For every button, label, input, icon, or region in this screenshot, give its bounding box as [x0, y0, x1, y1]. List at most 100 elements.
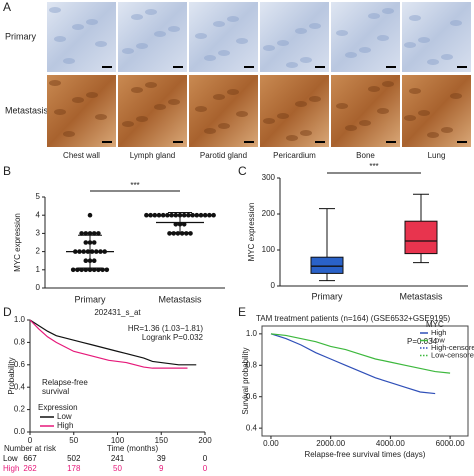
- tissue-texture: [236, 111, 248, 117]
- panel-label: B: [3, 164, 11, 178]
- row-label: Metastasis: [5, 105, 49, 115]
- y-tick-label: 0.8: [14, 338, 26, 347]
- data-point: [91, 231, 97, 236]
- data-point: [79, 231, 84, 236]
- y-tick-label: 0.4: [14, 382, 26, 391]
- data-point: [91, 258, 97, 264]
- risk-row-name: Low: [3, 454, 18, 463]
- tissue-texture: [168, 26, 180, 32]
- risk-count: 0: [203, 464, 208, 473]
- risk-count: 502: [67, 454, 81, 463]
- tissue-texture: [309, 96, 321, 102]
- risk-count: 50: [113, 464, 122, 473]
- data-point: [70, 267, 76, 273]
- tissue-texture: [154, 31, 166, 37]
- y-tick-label: 0.6: [246, 392, 258, 401]
- tissue-texture: [131, 87, 143, 93]
- tissue-texture: [63, 58, 75, 64]
- tissue-texture: [145, 82, 157, 88]
- tissue-texture: [427, 59, 439, 65]
- legend-title: MYC: [426, 320, 444, 329]
- survival-curve: [29, 319, 188, 369]
- risk-count: 262: [23, 464, 37, 473]
- row-label: Primary: [5, 31, 36, 41]
- tissue-texture: [295, 101, 307, 107]
- tissue-texture: [427, 132, 439, 138]
- column-label: Parotid gland: [200, 151, 247, 160]
- tissue-texture: [204, 128, 216, 134]
- risk-count: 241: [111, 454, 125, 463]
- panel-label: C: [238, 164, 247, 178]
- tissue-texture: [145, 9, 157, 15]
- tissue-texture: [409, 15, 421, 21]
- legend-label: High: [57, 421, 73, 430]
- tissue-texture: [236, 38, 248, 44]
- tissue-texture: [404, 115, 416, 121]
- data-point: [148, 212, 153, 218]
- x-tick-label: Primary: [75, 294, 106, 304]
- annotation: P=0.034: [407, 337, 438, 346]
- tissue-texture: [441, 54, 453, 60]
- tissue-texture: [336, 103, 348, 109]
- y-tick-label: 3: [36, 229, 41, 238]
- whisker-low: [319, 273, 335, 282]
- y-tick-label: 300: [262, 173, 276, 182]
- data-point: [171, 231, 176, 236]
- whisker-high: [319, 208, 335, 258]
- data-point: [96, 231, 101, 236]
- legend-label: Low: [57, 412, 72, 421]
- data-point: [165, 212, 170, 218]
- tissue-texture: [204, 55, 216, 61]
- tissue-texture: [450, 20, 462, 26]
- column-label: Chest wall: [63, 151, 100, 160]
- tissue-texture: [345, 52, 357, 58]
- tissue-texture: [122, 48, 134, 54]
- legend-title: Expression: [38, 403, 78, 412]
- data-point: [152, 212, 158, 218]
- tissue-texture: [72, 24, 84, 30]
- legend-label: High: [431, 328, 446, 337]
- data-point: [188, 231, 193, 236]
- y-axis-label: Survival probability: [241, 347, 250, 414]
- x-tick-label: 6000.00: [436, 439, 465, 448]
- data-point: [91, 267, 97, 273]
- x-tick-label: Metastasis: [399, 291, 443, 301]
- y-tick-label: 4: [36, 210, 41, 219]
- data-point: [79, 267, 84, 273]
- tissue-texture: [286, 135, 298, 141]
- survival-curve: [29, 319, 197, 366]
- annotation: HR=1.36 (1.03−1.81): [128, 324, 203, 333]
- data-point: [87, 267, 93, 273]
- tissue-texture: [86, 92, 98, 98]
- tissue-texture: [263, 45, 275, 51]
- survival-curve: [270, 333, 451, 374]
- y-axis-label: Probability: [7, 357, 16, 394]
- risk-count: 667: [23, 454, 37, 463]
- x-tick-label: 200: [198, 436, 212, 445]
- data-point: [160, 212, 166, 218]
- column-label: Pericardium: [273, 151, 316, 160]
- tissue-texture: [418, 37, 430, 43]
- y-tick-label: 1: [36, 265, 41, 274]
- data-point: [83, 231, 89, 236]
- tissue-texture: [300, 57, 312, 63]
- whisker-high: [413, 193, 429, 222]
- tissue-texture: [377, 108, 389, 114]
- tissue-texture: [359, 120, 371, 126]
- tissue-texture: [382, 8, 394, 14]
- significance-label: ***: [369, 162, 378, 171]
- micrograph: [260, 2, 329, 72]
- data-point: [173, 222, 179, 227]
- tissue-texture: [359, 47, 371, 53]
- x-tick-label: 2000.00: [316, 439, 345, 448]
- x-axis-label: Relapse-free survival times (days): [305, 450, 426, 459]
- panel-label: E: [238, 305, 246, 319]
- significance-label: ***: [130, 181, 139, 190]
- y-tick-label: 0: [36, 283, 41, 292]
- x-tick-label: Metastasis: [158, 294, 202, 304]
- tissue-texture: [218, 50, 230, 56]
- tissue-texture: [368, 13, 380, 19]
- tissue-texture: [136, 43, 148, 49]
- tissue-texture: [218, 123, 230, 129]
- tissue-texture: [54, 36, 66, 42]
